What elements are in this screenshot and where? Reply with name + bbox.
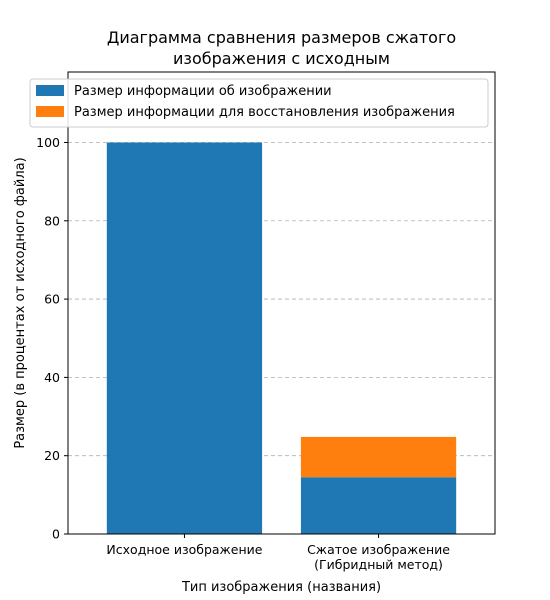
- y-tick-label: 40: [44, 370, 60, 385]
- bar-series-1-category-2: [300, 477, 457, 534]
- bars: [106, 142, 457, 534]
- legend-label-series-1: Размер информации об изображении: [74, 84, 332, 99]
- y-tick-label: 60: [44, 292, 60, 307]
- bar-series-2-category-2: [300, 436, 457, 478]
- x-tick-label: Сжатое изображение: [307, 542, 450, 557]
- y-axis: 0 20 40 60 80 100: [36, 135, 68, 542]
- y-tick-label: 80: [44, 213, 60, 228]
- legend: Размер информации об изображении Размер …: [29, 78, 489, 128]
- legend-frame: [29, 78, 489, 128]
- legend-swatch-series-1: [36, 85, 64, 96]
- y-axis-label: Размер (в процентах от исходного файла): [13, 157, 28, 448]
- legend-swatch-series-2: [36, 106, 64, 117]
- x-tick-label: Исходное изображение: [106, 542, 262, 557]
- y-tick-label: 0: [52, 527, 60, 542]
- plot-frame: [67, 71, 496, 535]
- y-tick-label: 20: [44, 448, 60, 463]
- legend-label-series-2: Размер информации для восстановления изо…: [74, 105, 455, 120]
- bar-series-1-category-1: [106, 142, 263, 534]
- x-tick-label: (Гибридный метод): [314, 557, 443, 572]
- x-axis: Исходное изображение Сжатое изображение(Г…: [106, 534, 450, 572]
- x-axis-label: Тип изображения (названия): [181, 580, 381, 595]
- y-tick-label: 100: [36, 135, 60, 150]
- chart-title-line-2: изображения с исходным: [173, 49, 390, 68]
- chart-title-line-1: Диаграмма сравнения размеров сжатого: [107, 28, 456, 47]
